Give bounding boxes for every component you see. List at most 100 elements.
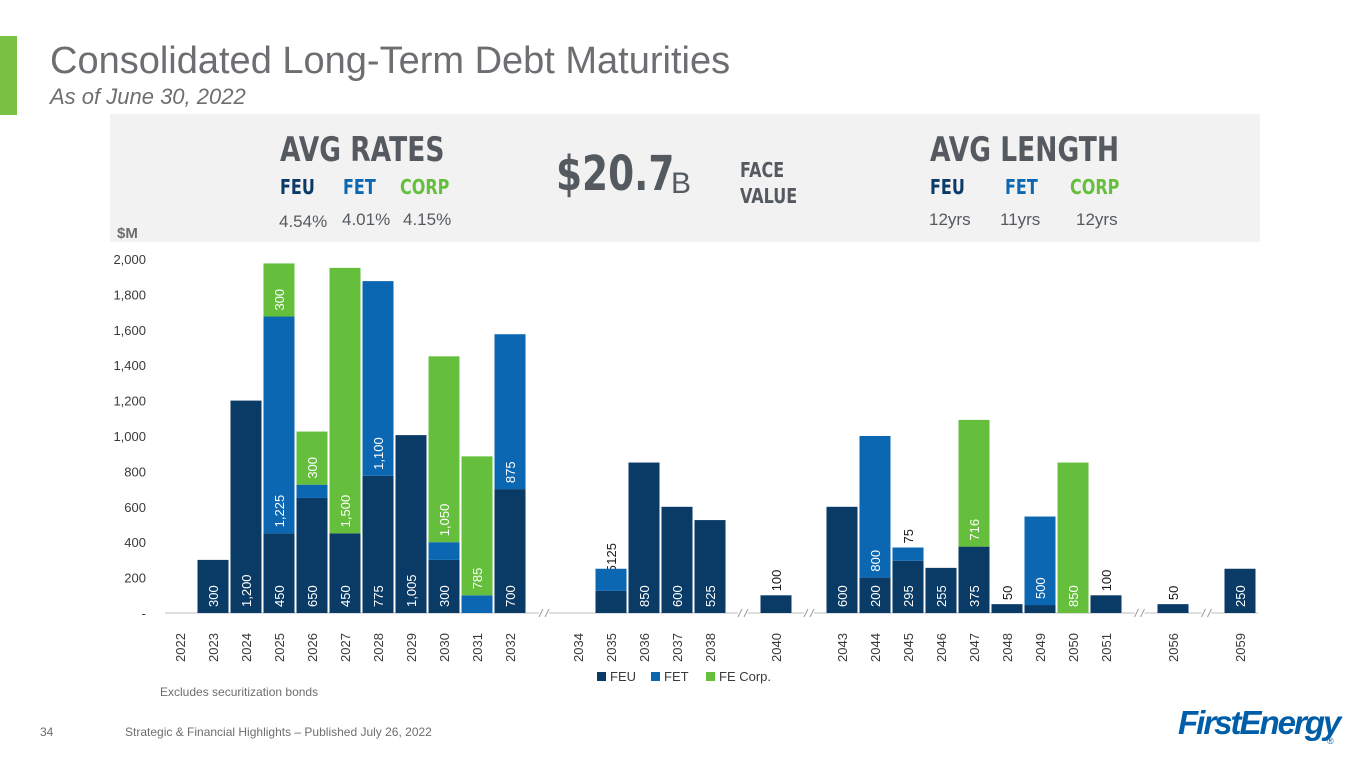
y-tick-label: 1,400 [113, 358, 146, 373]
avg-rates-heading: AVG RATES [280, 130, 445, 170]
data-label: 775 [371, 585, 386, 607]
avg-rates-label-fet: FET [343, 175, 376, 199]
avg-rate-feu-value: 4.54% [279, 212, 328, 231]
avg-rates-label-corp: CORP [400, 175, 450, 199]
bar-feu-2028 [362, 475, 394, 613]
avg-length-heading: AVG LENGTH [930, 130, 1120, 170]
bar-feu-2032 [494, 489, 526, 613]
data-label: 295 [901, 585, 916, 607]
x-tick-label: 2028 [371, 633, 386, 662]
x-tick-label: 2059 [1233, 633, 1248, 662]
data-label: 1,050 [437, 504, 452, 537]
avg-rate-corp-value: 4.15% [403, 210, 452, 229]
x-tick-label: 2037 [670, 633, 685, 662]
bar-feu-2024 [230, 400, 262, 613]
data-label: 700 [503, 585, 518, 607]
x-tick-label: 2048 [1000, 633, 1015, 662]
axis-break-mask [539, 609, 549, 617]
x-tick-label: 2026 [305, 633, 320, 662]
data-label: 300 [272, 289, 287, 311]
y-tick-label: 1,600 [113, 323, 146, 338]
avg-length-label-fet: FET [1005, 175, 1038, 199]
data-label: 1,500 [338, 495, 353, 528]
data-label: 250 [1233, 585, 1248, 607]
x-tick-label: 2031 [470, 633, 485, 662]
bar-feu-2038 [694, 520, 726, 613]
data-label: 850 [1066, 585, 1081, 607]
avg-length-fet-value: 11yrs [1000, 210, 1041, 229]
bar-feu-2035 [595, 590, 627, 613]
bar-fet-2049 [1024, 516, 1056, 606]
data-label: 50 [1000, 586, 1015, 600]
bar-fecorp-2047 [958, 419, 990, 547]
bar-feu-2048 [991, 604, 1023, 613]
bar-feu-2046 [925, 567, 957, 613]
data-label: 75 [901, 529, 916, 543]
bar-feu-2027 [329, 533, 361, 613]
y-tick-label: 1,200 [113, 394, 146, 409]
x-tick-label: 2024 [239, 633, 254, 662]
legend-label: FET [664, 669, 689, 684]
bar-fecorp-2027 [329, 267, 361, 534]
data-label: 450 [338, 585, 353, 607]
axis-break-mask [804, 609, 814, 617]
data-label: 255 [934, 585, 949, 607]
legend-swatch-fet [651, 672, 660, 681]
x-tick-label: 2043 [835, 633, 850, 662]
data-label: 1,225 [272, 495, 287, 528]
x-tick-label: 2040 [769, 633, 784, 662]
axis-break-mark [809, 608, 815, 618]
bar-feu-2023 [197, 559, 229, 613]
axis-break-mark [743, 608, 749, 618]
bar-fecorp-2026 [296, 431, 328, 485]
x-tick-label: 2027 [338, 633, 353, 662]
x-tick-label: 2047 [967, 633, 982, 662]
bar-fecorp-2031 [461, 456, 493, 596]
avg-rates-label-feu: FEU [280, 175, 315, 199]
bar-fecorp-2050 [1057, 462, 1089, 613]
y-tick-label: - [142, 606, 146, 621]
bar-fet-2030 [428, 542, 460, 560]
footer-text: Strategic & Financial Highlights – Publi… [125, 725, 432, 739]
data-label: 50 [1166, 586, 1181, 600]
bar-feu-2025 [263, 533, 295, 613]
y-tick-label: 1,800 [113, 287, 146, 302]
data-label: 1,200 [239, 574, 254, 607]
x-tick-label: 2051 [1099, 633, 1114, 662]
axis-break-mark [737, 608, 743, 618]
y-tick-label: 1,000 [113, 429, 146, 444]
y-tick-label: 800 [124, 464, 146, 479]
bar-feu-2030 [428, 559, 460, 613]
bar-feu-2056 [1157, 604, 1189, 613]
bar-feu-2036 [628, 462, 660, 613]
bar-feu-2043 [826, 506, 858, 613]
y-tick-label: 200 [124, 571, 146, 586]
bar-fet-2045 [892, 547, 924, 561]
bar-fecorp-2030 [428, 356, 460, 543]
data-label: 100 [769, 570, 784, 592]
axis-break-mask [738, 609, 748, 617]
data-label: 525 [703, 585, 718, 607]
avg-length-corp-value: 12yrs [1076, 210, 1118, 229]
data-label: 1,005 [404, 574, 419, 607]
data-label: 600 [835, 585, 850, 607]
x-tick-label: 2035 [604, 633, 619, 662]
data-label: 600 [670, 585, 685, 607]
data-label: 650 [305, 585, 320, 607]
data-label: 200 [868, 585, 883, 607]
firstenergy-logo: FirstEnergy [1178, 704, 1341, 741]
y-axis-label: $M [117, 225, 138, 242]
data-label: 100 [1099, 570, 1114, 592]
title-accent-bar [0, 36, 17, 115]
bar-feu-2047 [958, 546, 990, 613]
x-tick-label: 2022 [173, 633, 188, 662]
bar-feu-2045 [892, 560, 924, 613]
x-tick-label: 2030 [437, 633, 452, 662]
bar-fet-2026 [296, 484, 328, 498]
footnote: Excludes securitization bonds [160, 685, 319, 699]
data-label: 716 [967, 519, 982, 541]
x-tick-label: 2032 [503, 633, 518, 662]
data-label: 300 [437, 585, 452, 607]
data-label: 850 [637, 585, 652, 607]
legend-label: FEU [610, 669, 636, 684]
